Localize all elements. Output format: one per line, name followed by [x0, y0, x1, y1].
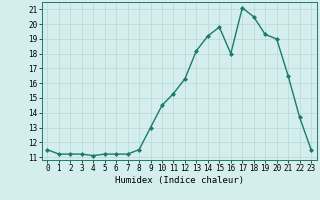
X-axis label: Humidex (Indice chaleur): Humidex (Indice chaleur)	[115, 176, 244, 185]
